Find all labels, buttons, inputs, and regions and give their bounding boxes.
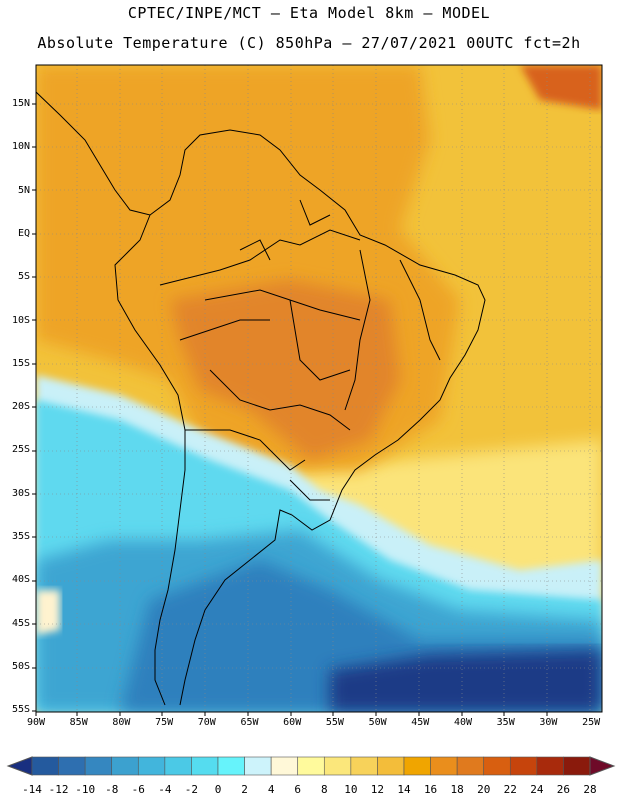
map-title: CPTEC/INPE/MCT – Eta Model 8km – MODEL: [127, 4, 491, 22]
map-frame: [35, 64, 603, 713]
colorbar-label: 24: [530, 783, 544, 796]
colorbar-label: -2: [184, 783, 199, 796]
lat-label: 10N: [11, 141, 30, 153]
colorbar-swatch: [323, 756, 352, 776]
colorbar-swatch: [403, 756, 431, 776]
lon-label: 90W: [26, 717, 46, 728]
hot-core: [170, 280, 400, 460]
colorbar-swatch: [350, 756, 378, 776]
colorbar-swatch: [563, 756, 591, 776]
colorbar-label: 2: [241, 783, 248, 796]
lon-label: 55W: [325, 717, 344, 728]
colorbar-label: -4: [158, 783, 172, 796]
axis-ticks: [32, 103, 548, 716]
map-subtitle: Absolute Temperature (C) 850hPa – 27/07/…: [37, 34, 581, 52]
colorbar-label: -14: [22, 783, 42, 796]
lon-label: 85W: [69, 717, 88, 728]
colorbar-swatch: [270, 756, 299, 776]
lat-label: 50S: [11, 660, 30, 672]
colorbar-arrow-high: [589, 756, 616, 776]
colorbar-label: -8: [105, 783, 119, 796]
lat-label: 25S: [11, 444, 30, 456]
lon-label: 40W: [453, 717, 473, 728]
lat-label: 45S: [11, 617, 30, 629]
colorbar-swatch: [31, 756, 59, 776]
lon-label: 80W: [112, 717, 131, 728]
colorbar-label: 22: [503, 783, 517, 796]
colorbar-label: 14: [397, 783, 411, 796]
lat-label: 5N: [17, 184, 30, 196]
coastlines: [36, 91, 486, 706]
colorbar-swatch: [191, 756, 219, 776]
cream-patch: [36, 590, 60, 635]
lon-label: 25W: [582, 717, 601, 728]
hot-spot-ne: [520, 65, 602, 110]
colorbar-swatch: [536, 756, 564, 776]
colorbar-label: -10: [75, 783, 96, 796]
colorbar-swatch: [84, 756, 113, 776]
colorbar-swatch: [244, 756, 272, 776]
colorbar-swatch: [58, 756, 86, 776]
lat-label: 15S: [11, 357, 30, 369]
colorbar-label: 10: [344, 783, 358, 796]
lon-label: 30W: [539, 717, 558, 728]
colorbar-label: 26: [556, 783, 571, 796]
colorbar-label: -12: [48, 783, 69, 796]
lat-label: 5S: [17, 271, 30, 283]
colorbar-label: 4: [267, 783, 275, 796]
colorbar-swatch: [164, 756, 192, 776]
colorbar-swatch: [430, 756, 458, 776]
colorbar-label: 18: [450, 783, 464, 796]
colorbar-swatch: [217, 756, 245, 776]
lon-label: 65W: [240, 717, 259, 728]
colorbar-swatch: [137, 756, 166, 776]
colorbar-arrow-low: [6, 756, 33, 776]
colorbar-swatch: [297, 756, 325, 776]
colorbar-swatch: [377, 756, 405, 776]
colorbar-swatch: [483, 756, 511, 776]
colorbar-label: 20: [477, 783, 491, 796]
colorbar-label: 16: [423, 783, 438, 796]
colorbar-swatch: [509, 756, 538, 776]
colorbar-swatch: [456, 756, 485, 776]
lat-label: 15N: [11, 98, 30, 109]
lon-label: 50W: [368, 717, 387, 728]
colorbar: [6, 756, 616, 776]
colorbar-label: 8: [320, 783, 328, 796]
lon-label: 60W: [283, 717, 302, 728]
yellow-band: [300, 440, 602, 600]
lat-label: 55S: [11, 704, 30, 716]
lat-label: 20S: [11, 401, 30, 413]
lat-label: EQ: [17, 227, 30, 239]
colorbar-label: 12: [370, 783, 385, 796]
colorbar-label: 28: [583, 783, 597, 796]
lon-label: 45W: [411, 717, 430, 728]
colorbar-label: -6: [131, 783, 145, 796]
lon-label: 75W: [155, 717, 174, 728]
lon-label: 70W: [197, 717, 216, 728]
lat-label: 10S: [11, 314, 30, 326]
colorbar-swatch: [111, 756, 139, 776]
lat-label: 40S: [11, 574, 30, 586]
lon-label: 35W: [496, 717, 515, 728]
lat-label: 35S: [11, 531, 30, 542]
colorbar-label: 6: [294, 783, 302, 796]
deep-blue-zone: [330, 650, 602, 712]
colorbar-label: 0: [214, 783, 222, 796]
lat-label: 30S: [11, 487, 30, 499]
temperature-field: [36, 65, 602, 712]
